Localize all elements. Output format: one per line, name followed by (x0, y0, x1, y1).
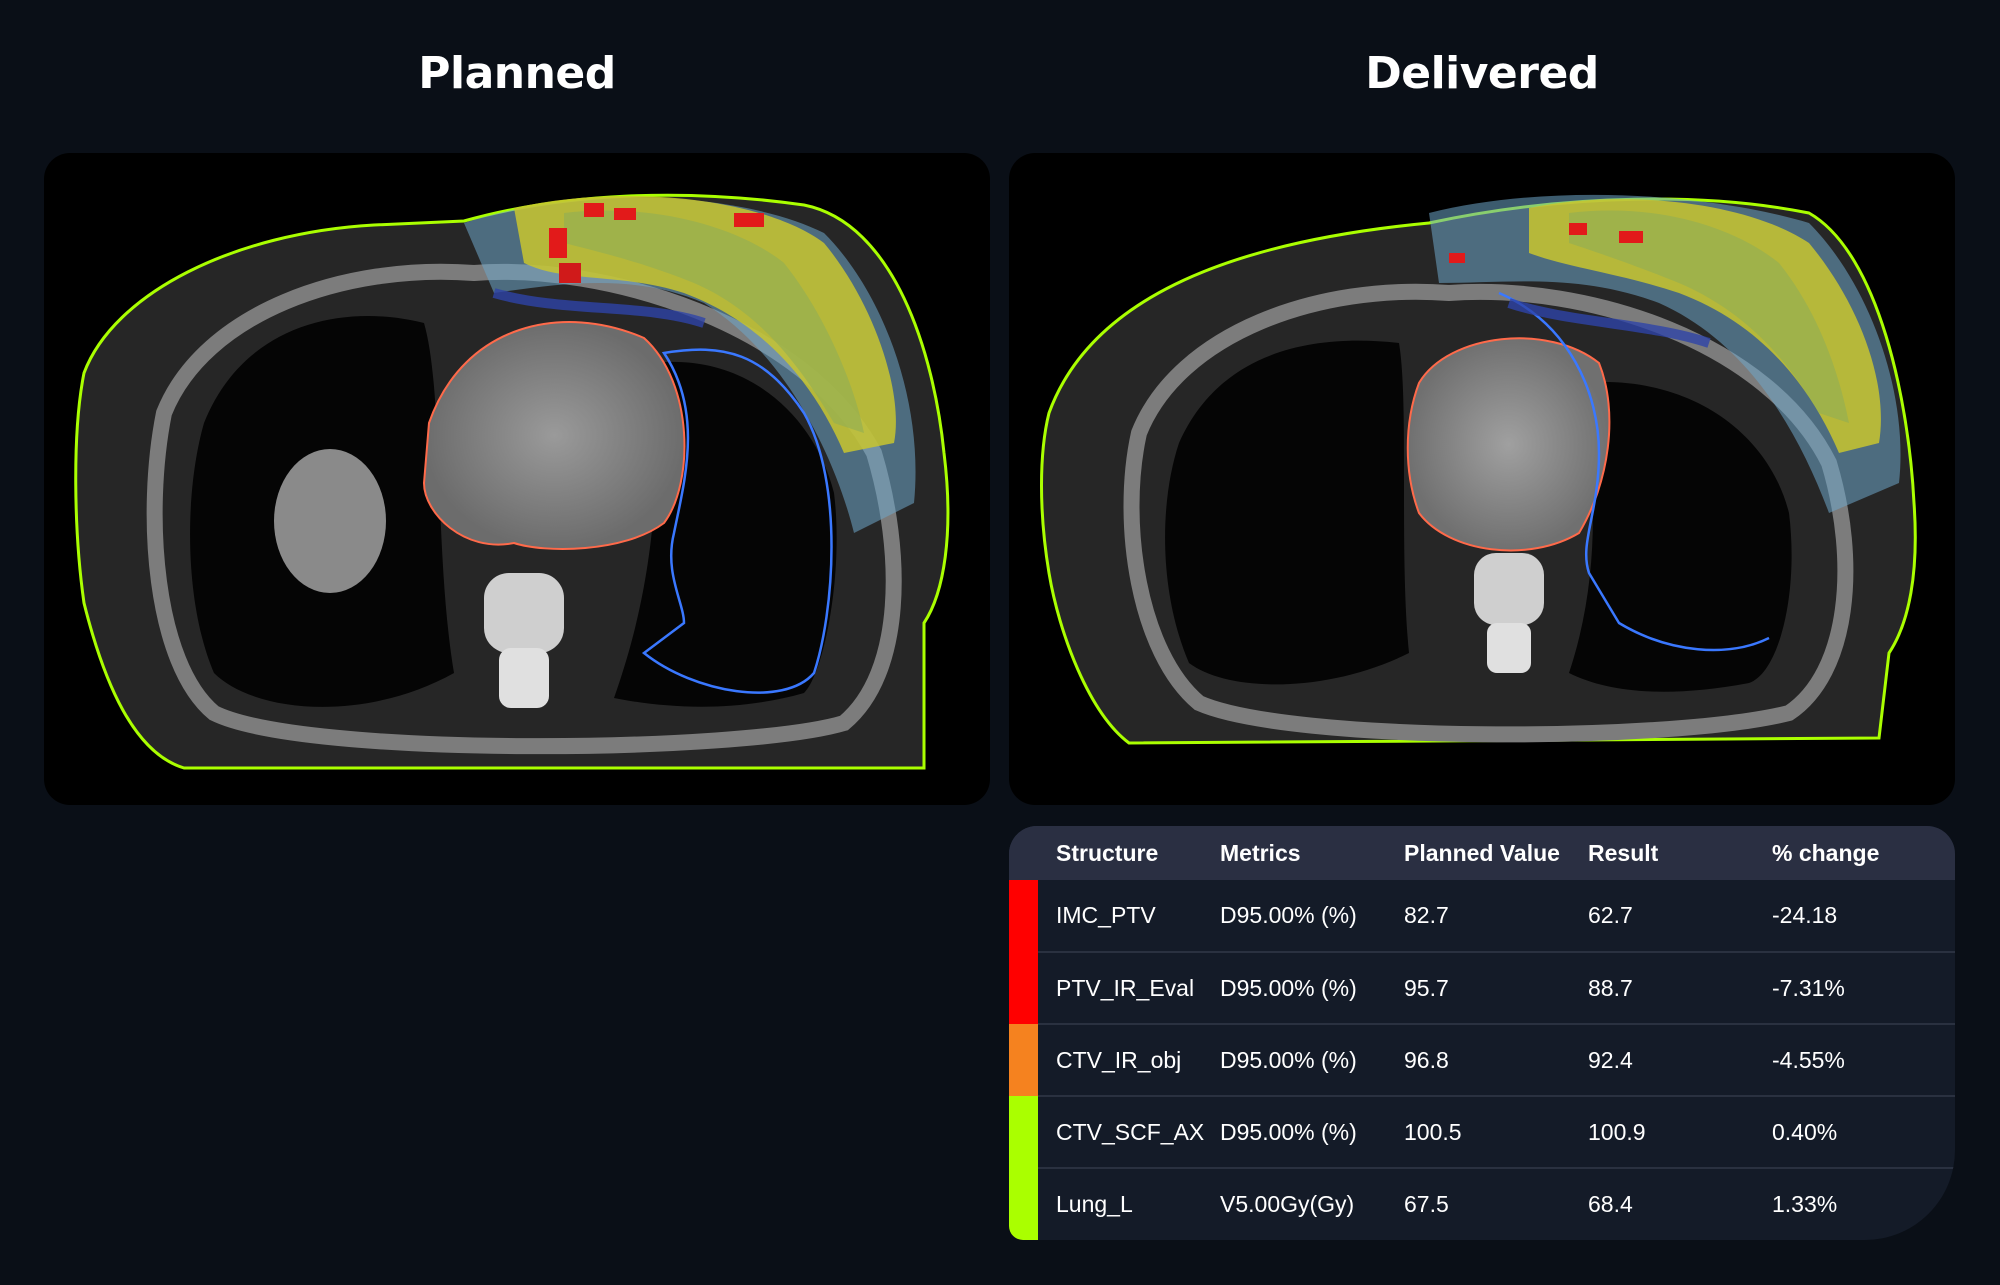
result-value: 62.7 (1588, 902, 1633, 928)
planned-value: 96.8 (1404, 1023, 1588, 1096)
metric-name: D95.00% (%) (1220, 1023, 1404, 1096)
metric-name: V5.00Gy(Gy) (1220, 1167, 1404, 1240)
structure-name: PTV_IR_Eval (1038, 951, 1220, 1024)
delivered-ct-image[interactable] (1009, 153, 1955, 805)
delivered-title: Delivered (1365, 48, 1599, 99)
percent-change: -7.31% (1772, 951, 1955, 1024)
table-header-row: Structure Metrics Planned Value Result %… (1009, 826, 1955, 880)
structure-color-swatch (1009, 880, 1038, 952)
planned-value: 100.5 (1404, 1095, 1588, 1168)
percent-change: -24.18 (1772, 902, 1838, 928)
dose-metrics-table: Structure Metrics Planned Value Result %… (1009, 826, 1955, 1240)
structure-name: CTV_SCF_AX (1038, 1095, 1220, 1168)
table-row: IMC_PTV D95.00% (%) 82.7 62.7 -24.18 (1009, 880, 1955, 952)
planned-value: 82.7 (1404, 902, 1449, 928)
table-row: Lung_L V5.00Gy(Gy) 67.5 68.4 1.33% (1009, 1167, 1955, 1240)
structure-color-swatch (1009, 1024, 1038, 1096)
structure-name: IMC_PTV (1056, 902, 1156, 928)
header-percent-change: % change (1772, 839, 1880, 866)
structure-color-swatch (1009, 952, 1038, 1024)
header-planned-value: Planned Value (1404, 839, 1560, 866)
planned-ct-image[interactable] (44, 153, 990, 805)
structure-color-swatch (1009, 1168, 1038, 1240)
percent-change: -4.55% (1772, 1023, 1955, 1096)
header-structure: Structure (1056, 839, 1159, 866)
structure-color-swatch (1009, 1096, 1038, 1168)
planned-value: 95.7 (1404, 951, 1588, 1024)
percent-change: 1.33% (1772, 1167, 1955, 1240)
table-row: CTV_IR_obj D95.00% (%) 96.8 92.4 -4.55% (1009, 1023, 1955, 1096)
planned-title: Planned (418, 48, 616, 99)
metric-name: D95.00% (%) (1220, 951, 1404, 1024)
table-row: CTV_SCF_AX D95.00% (%) 100.5 100.9 0.40% (1009, 1095, 1955, 1168)
header-metrics: Metrics (1220, 839, 1301, 866)
structure-name: CTV_IR_obj (1038, 1023, 1220, 1096)
header-color-cell (1009, 826, 1038, 880)
table-row: PTV_IR_Eval D95.00% (%) 95.7 88.7 -7.31% (1009, 951, 1955, 1024)
planned-value: 67.5 (1404, 1167, 1588, 1240)
result-value: 100.9 (1588, 1095, 1772, 1168)
header-result: Result (1588, 839, 1659, 866)
metric-name: D95.00% (%) (1220, 1095, 1404, 1168)
percent-change: 0.40% (1772, 1095, 1955, 1168)
result-value: 88.7 (1588, 951, 1772, 1024)
result-value: 92.4 (1588, 1023, 1772, 1096)
metric-name: D95.00% (%) (1220, 902, 1357, 928)
structure-name: Lung_L (1038, 1167, 1220, 1240)
result-value: 68.4 (1588, 1167, 1772, 1240)
